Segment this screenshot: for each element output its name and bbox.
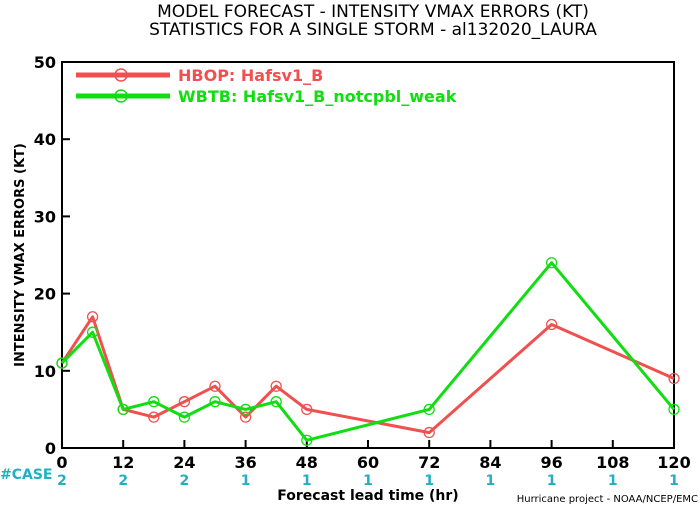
data-point-marker: [423, 426, 435, 439]
case-count: 2: [118, 473, 128, 489]
x-tick-label: 120: [657, 453, 690, 472]
data-point-marker: [545, 318, 558, 331]
data-point-marker: [86, 326, 99, 338]
y-axis: 0 10 20 30 40 50: [34, 53, 70, 458]
data-point-marker: [301, 403, 313, 416]
case-count: 1: [363, 473, 373, 489]
legend-marker: [114, 68, 128, 82]
legend-label: HBOP: Hafsv1_B: [178, 66, 323, 85]
chart-title-line1: MODEL FORECAST - INTENSITY VMAX ERRORS (…: [157, 2, 589, 22]
x-tick-label: 36: [234, 453, 256, 472]
x-tick-label: 108: [596, 453, 629, 472]
x-tick-label: 48: [296, 453, 318, 472]
case-count: 2: [57, 473, 67, 489]
legend-label: WBTB: Hafsv1_B_notcpbl_weak: [178, 87, 457, 106]
y-tick-label: 30: [34, 207, 56, 226]
x-tick-label: 60: [357, 453, 379, 472]
data-point-marker: [239, 403, 252, 416]
y-tick-label: 20: [34, 285, 56, 304]
case-count: 2: [180, 473, 190, 489]
data-point-marker: [117, 403, 129, 416]
y-tick-label: 10: [34, 362, 56, 381]
x-tick-label: 0: [56, 453, 67, 472]
data-point-marker: [148, 396, 160, 408]
case-count: 1: [608, 473, 618, 489]
series-line-0: [60, 315, 675, 435]
data-point-marker: [301, 434, 313, 446]
chart-title-line2: STATISTICS FOR A SINGLE STORM - al132020…: [149, 20, 597, 40]
legend: HBOP: Hafsv1_B WBTB: Hafsv1_B_notcpbl_wea…: [76, 66, 457, 106]
case-count: 1: [547, 473, 557, 489]
x-tick-label: 24: [173, 453, 195, 472]
y-axis-label: INTENSITY VMAX ERRORS (KT): [13, 143, 28, 367]
case-label: #CASE: [0, 467, 53, 483]
x-axis-label: Forecast lead time (hr): [277, 488, 458, 504]
data-point-marker: [178, 396, 191, 408]
data-point-marker: [668, 403, 680, 416]
y-tick-label: 0: [45, 439, 56, 458]
series-layer: [56, 257, 680, 446]
case-count: 1: [424, 473, 434, 489]
x-axis: 0 12 24 36 48 60 72 84 96 108 120: [56, 440, 691, 472]
data-point-marker: [209, 380, 221, 392]
data-point-marker: [668, 372, 680, 385]
series-line-1: [60, 261, 676, 442]
legend-marker: [114, 89, 128, 103]
x-tick-label: 12: [112, 453, 134, 472]
y-tick-label: 50: [34, 53, 56, 72]
x-tick-label: 72: [418, 453, 440, 472]
data-point-marker: [545, 257, 558, 269]
data-point-marker: [270, 380, 282, 392]
data-point-marker: [270, 396, 282, 408]
case-count: 1: [302, 473, 312, 489]
case-count: 1: [669, 473, 679, 489]
y-tick-label: 40: [34, 130, 56, 149]
x-tick-label: 96: [540, 453, 562, 472]
data-point-marker: [86, 311, 99, 323]
case-count: 1: [486, 473, 496, 489]
x-tick-label: 84: [479, 453, 501, 472]
data-point-marker: [209, 396, 221, 408]
credit-text: Hurricane project - NOAA/NCEP/EMC: [517, 494, 698, 505]
case-count: 1: [241, 473, 251, 489]
data-point-marker: [239, 411, 252, 423]
data-point-marker: [56, 357, 68, 369]
data-point-marker: [178, 411, 191, 423]
plot-frame: [61, 61, 675, 449]
case-counts: 2 2 2 1 1 1 1 1 1 1 1: [57, 473, 679, 489]
data-point-marker: [148, 411, 160, 423]
data-point-marker: [423, 403, 435, 416]
